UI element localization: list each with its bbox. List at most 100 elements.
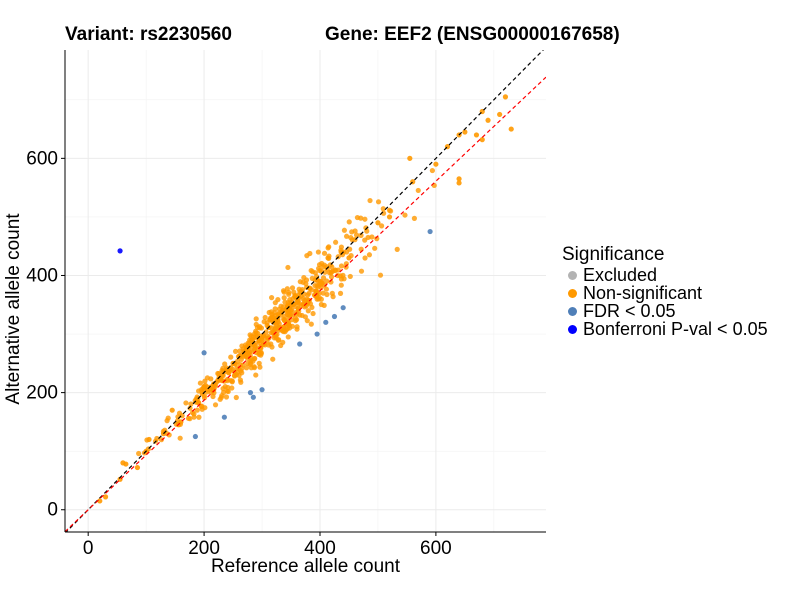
data-point-non-significant (374, 236, 380, 242)
data-point-non-significant (294, 324, 300, 330)
data-point-non-significant (338, 282, 344, 288)
data-point-non-significant (219, 367, 225, 374)
data-point-non-significant (208, 384, 214, 390)
data-point-non-significant (234, 365, 240, 371)
x-tick-label: 0 (83, 538, 94, 559)
legend-title: Significance (562, 244, 665, 265)
data-point-non-significant (308, 267, 314, 274)
data-point-non-significant (256, 351, 262, 358)
data-point-non-significant (293, 309, 299, 316)
data-point-non-significant (346, 219, 352, 225)
data-point-non-significant (353, 232, 360, 238)
reference-line-fit (65, 76, 546, 532)
data-point-non-significant (308, 321, 314, 327)
data-point-non-significant (485, 117, 491, 123)
data-point-non-significant (326, 255, 332, 262)
data-point-non-significant (269, 344, 275, 350)
data-point-non-significant (270, 356, 276, 362)
data-point-non-significant (367, 197, 373, 204)
data-point-non-significant (318, 301, 324, 308)
data-point-non-significant (321, 262, 327, 268)
data-point-non-significant (204, 389, 211, 395)
data-point-non-significant (225, 388, 231, 395)
data-point-non-significant (332, 267, 338, 274)
data-point-non-significant (247, 332, 253, 338)
data-point-non-significant (212, 402, 219, 408)
data-point-non-significant (362, 255, 368, 261)
data-point-non-significant (237, 377, 243, 383)
data-point-non-significant (210, 393, 216, 400)
data-point-non-significant (473, 132, 480, 138)
data-point-non-significant (280, 339, 286, 345)
data-point-fdr (323, 319, 329, 325)
y-tick-label: 400 (26, 265, 58, 286)
data-point-non-significant (226, 369, 232, 376)
data-point-non-significant (229, 378, 235, 384)
data-point-non-significant (366, 252, 373, 258)
data-point-non-significant (208, 376, 214, 382)
data-point-non-significant (220, 372, 226, 379)
data-point-non-significant (233, 394, 239, 401)
data-point-non-significant (330, 294, 336, 300)
data-point-bonferroni (117, 248, 123, 254)
legend-label: Excluded (583, 265, 658, 285)
data-point-non-significant (338, 247, 344, 253)
legend-dot-icon (568, 306, 577, 316)
data-point-non-significant (433, 161, 439, 167)
data-point-non-significant (280, 288, 287, 294)
variant-title: Variant: rs2230560 (65, 24, 232, 45)
data-point-non-significant (296, 286, 302, 292)
y-tick-label: 200 (26, 383, 58, 404)
gene-title: Gene: EEF2 (ENSG00000167658) (325, 24, 620, 45)
data-point-non-significant (296, 300, 302, 306)
data-point-non-significant (250, 341, 256, 348)
data-point-non-significant (304, 296, 310, 302)
x-tick-label: 400 (304, 538, 336, 559)
data-point-fdr (314, 331, 320, 337)
data-point-non-significant (292, 303, 298, 309)
data-point-non-significant (394, 246, 400, 252)
data-point-non-significant (407, 155, 413, 161)
data-point-non-significant (282, 329, 288, 335)
data-point-fdr (221, 414, 227, 420)
data-point-non-significant (268, 309, 274, 315)
data-point-non-significant (386, 214, 393, 220)
data-point-non-significant (266, 335, 272, 341)
data-point-non-significant (307, 301, 314, 307)
legend-dot-icon (568, 288, 577, 298)
data-point-fdr (192, 433, 198, 440)
data-point-non-significant (479, 137, 485, 143)
data-point-fdr (250, 394, 256, 400)
data-point-non-significant (338, 276, 345, 282)
data-point-non-significant (317, 267, 323, 274)
data-point-non-significant (320, 275, 327, 281)
data-point-non-significant (337, 290, 344, 296)
data-point-non-significant (274, 326, 280, 332)
data-point-non-significant (411, 215, 417, 221)
data-point-non-significant (343, 233, 350, 239)
data-point-fdr (427, 228, 433, 235)
data-point-non-significant (429, 167, 435, 174)
data-point-non-significant (313, 292, 320, 299)
data-point-non-significant (97, 498, 103, 504)
data-point-non-significant (197, 380, 203, 386)
data-point-non-significant (257, 364, 263, 370)
legend-dot-icon (568, 270, 577, 280)
data-point-non-significant (276, 310, 282, 316)
data-point-non-significant (320, 290, 326, 296)
data-point-non-significant (329, 264, 335, 270)
data-point-non-significant (267, 317, 274, 323)
data-point-non-significant (321, 250, 328, 256)
data-point-non-significant (304, 318, 310, 324)
data-point-non-significant (123, 461, 129, 467)
data-point-non-significant (299, 312, 305, 319)
data-point-non-significant (347, 246, 353, 252)
data-point-non-significant (292, 315, 299, 321)
legend-dot-icon (568, 324, 577, 334)
data-point-non-significant (341, 227, 348, 233)
data-point-non-significant (228, 354, 234, 360)
data-point-non-significant (362, 216, 368, 222)
data-point-non-significant (102, 494, 109, 500)
y-axis-label: Alternative allele count (3, 213, 24, 405)
